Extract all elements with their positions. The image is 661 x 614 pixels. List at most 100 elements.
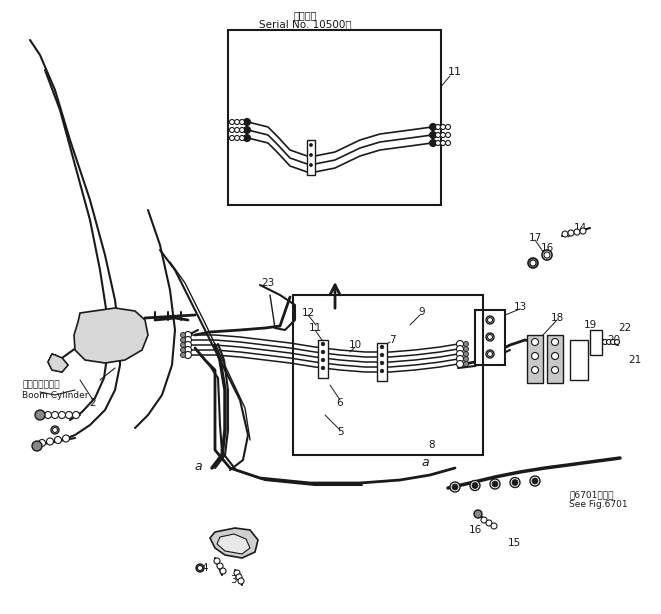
Circle shape bbox=[486, 316, 494, 324]
Circle shape bbox=[486, 350, 494, 358]
Text: 21: 21 bbox=[629, 355, 642, 365]
Circle shape bbox=[196, 564, 204, 572]
Circle shape bbox=[309, 154, 313, 157]
Circle shape bbox=[474, 510, 482, 518]
Circle shape bbox=[457, 341, 463, 348]
Bar bbox=[475, 310, 505, 365]
Circle shape bbox=[430, 123, 436, 131]
Bar bbox=[570, 340, 588, 380]
Circle shape bbox=[470, 481, 480, 491]
Circle shape bbox=[380, 345, 384, 349]
Circle shape bbox=[380, 369, 384, 373]
Text: 3: 3 bbox=[229, 575, 237, 585]
Text: 23: 23 bbox=[261, 278, 274, 288]
Text: 19: 19 bbox=[584, 320, 597, 330]
Circle shape bbox=[243, 126, 251, 133]
Circle shape bbox=[243, 119, 251, 125]
Circle shape bbox=[239, 136, 245, 141]
Circle shape bbox=[46, 438, 54, 445]
Circle shape bbox=[321, 366, 325, 370]
Circle shape bbox=[446, 133, 451, 138]
Text: 5: 5 bbox=[292, 190, 299, 200]
Circle shape bbox=[44, 411, 52, 419]
Polygon shape bbox=[48, 354, 68, 372]
Circle shape bbox=[463, 362, 469, 367]
Circle shape bbox=[528, 258, 538, 268]
Circle shape bbox=[51, 426, 59, 434]
Circle shape bbox=[63, 435, 69, 442]
Circle shape bbox=[180, 348, 186, 352]
Circle shape bbox=[234, 570, 240, 576]
Circle shape bbox=[180, 343, 186, 348]
Circle shape bbox=[492, 481, 498, 487]
Circle shape bbox=[568, 230, 574, 236]
Circle shape bbox=[440, 125, 446, 130]
Text: ブームシリンダ: ブームシリンダ bbox=[22, 381, 59, 389]
Circle shape bbox=[243, 134, 251, 141]
Circle shape bbox=[59, 411, 65, 419]
Circle shape bbox=[491, 523, 497, 529]
Circle shape bbox=[235, 136, 239, 141]
Circle shape bbox=[73, 411, 79, 419]
Circle shape bbox=[457, 351, 463, 357]
Circle shape bbox=[531, 367, 539, 373]
Text: a: a bbox=[421, 456, 429, 468]
Circle shape bbox=[531, 352, 539, 360]
Circle shape bbox=[530, 476, 540, 486]
Bar bbox=[307, 140, 315, 175]
Circle shape bbox=[574, 229, 580, 235]
Text: 2: 2 bbox=[90, 398, 97, 408]
Circle shape bbox=[217, 563, 223, 569]
Circle shape bbox=[531, 338, 539, 346]
Bar bbox=[547, 335, 563, 383]
Bar bbox=[377, 343, 387, 381]
Circle shape bbox=[512, 480, 518, 486]
Text: 17: 17 bbox=[528, 233, 541, 243]
Text: 18: 18 bbox=[551, 313, 564, 323]
Text: 16: 16 bbox=[541, 243, 554, 253]
Circle shape bbox=[235, 120, 239, 125]
Circle shape bbox=[532, 478, 538, 484]
Circle shape bbox=[321, 358, 325, 362]
Circle shape bbox=[551, 367, 559, 373]
Circle shape bbox=[457, 346, 463, 352]
Circle shape bbox=[239, 128, 245, 133]
Circle shape bbox=[580, 228, 586, 234]
Bar bbox=[590, 330, 602, 355]
Circle shape bbox=[180, 333, 186, 338]
Circle shape bbox=[54, 437, 61, 443]
Circle shape bbox=[184, 336, 192, 343]
Circle shape bbox=[430, 139, 436, 147]
Circle shape bbox=[481, 517, 487, 523]
Circle shape bbox=[229, 128, 235, 133]
Circle shape bbox=[309, 163, 313, 166]
Circle shape bbox=[436, 133, 440, 138]
Circle shape bbox=[463, 357, 469, 362]
Text: 第6701図参照: 第6701図参照 bbox=[569, 490, 613, 499]
Circle shape bbox=[457, 356, 463, 362]
Text: Serial No. 10500～: Serial No. 10500～ bbox=[258, 19, 351, 29]
Text: a: a bbox=[194, 459, 202, 473]
Circle shape bbox=[32, 441, 42, 451]
Text: 6: 6 bbox=[336, 398, 343, 408]
Circle shape bbox=[486, 520, 492, 526]
Circle shape bbox=[607, 340, 611, 344]
Circle shape bbox=[551, 338, 559, 346]
Circle shape bbox=[184, 332, 192, 338]
Circle shape bbox=[35, 410, 45, 420]
Circle shape bbox=[490, 479, 500, 489]
Circle shape bbox=[229, 136, 235, 141]
Circle shape bbox=[321, 350, 325, 354]
Circle shape bbox=[611, 340, 615, 344]
Circle shape bbox=[510, 478, 520, 488]
Circle shape bbox=[380, 361, 384, 365]
Text: 8: 8 bbox=[429, 440, 436, 450]
Text: 7: 7 bbox=[313, 70, 321, 80]
Circle shape bbox=[436, 125, 440, 130]
Circle shape bbox=[463, 351, 469, 357]
Bar bbox=[228, 30, 441, 205]
Text: Boom Cylinder: Boom Cylinder bbox=[22, 391, 89, 400]
Circle shape bbox=[615, 340, 619, 344]
Text: 22: 22 bbox=[619, 323, 632, 333]
Bar bbox=[318, 340, 328, 378]
